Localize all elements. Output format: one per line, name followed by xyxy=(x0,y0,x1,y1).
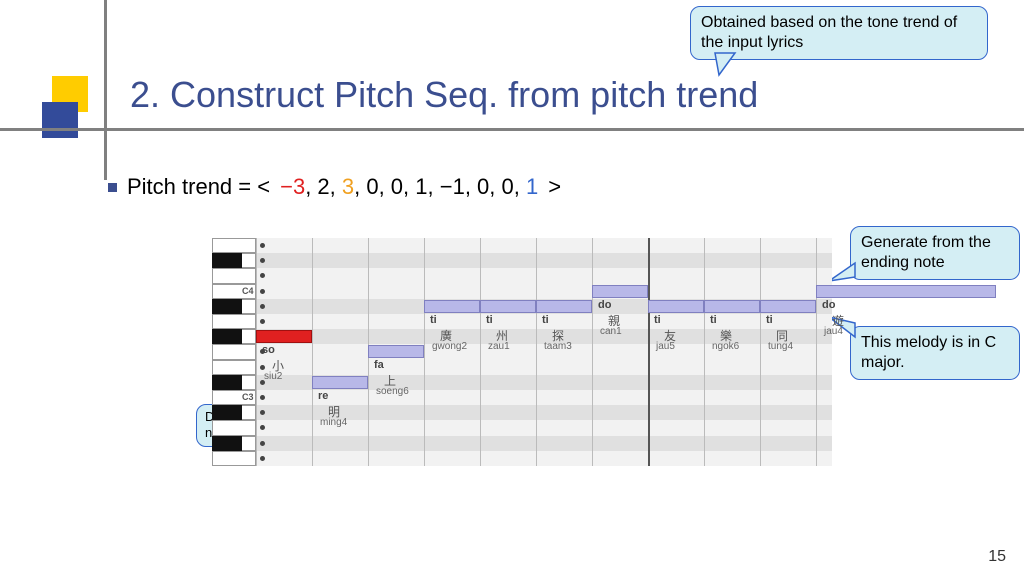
pitch-trend-line: Pitch trend = < −3, 2, 3, 0, 0, 1, −1, 0… xyxy=(108,174,561,200)
pitch-trend-tail: > xyxy=(548,174,561,200)
callout-tone-trend: Obtained based on the tone trend of the … xyxy=(690,6,988,60)
piano-roll: C4C3so小siu2re明ming4fa上soeng6ti廣gwong2ti州… xyxy=(212,238,832,466)
divider-v xyxy=(104,0,107,180)
callout-generate-ending: Generate from the ending note xyxy=(850,226,1020,280)
pitch-trend-label: Pitch trend = < xyxy=(127,174,270,200)
slide-logo xyxy=(42,76,88,136)
page-number: 15 xyxy=(988,548,1006,566)
callout-c-major: This melody is in C major. xyxy=(850,326,1020,380)
divider-h xyxy=(0,128,1024,131)
bullet-icon xyxy=(108,183,117,192)
pitch-trend-values: −3, 2, 3, 0, 0, 1, −1, 0, 0, 1 xyxy=(280,174,538,200)
slide-title: 2. Construct Pitch Seq. from pitch trend xyxy=(130,74,758,116)
